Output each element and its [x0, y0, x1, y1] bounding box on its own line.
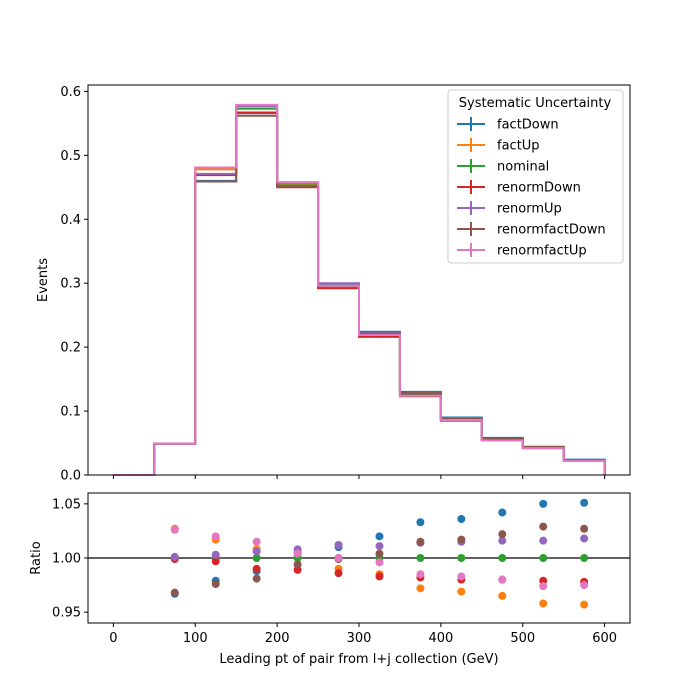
ratio-point-renormDown — [211, 557, 220, 566]
main-y-tick-label: 0.2 — [60, 341, 81, 356]
ratio-point-nominal — [580, 554, 589, 562]
legend-label: renormfactUp — [497, 244, 587, 259]
ratio-point-factUp — [416, 584, 425, 593]
x-tick-label: 500 — [510, 631, 535, 646]
legend-entry-renormUp: renormUp — [457, 201, 562, 217]
ratio-point-renormfactDown — [375, 549, 384, 558]
ratio-point-renormfactDown — [580, 524, 589, 533]
legend-entries: factDown factUp nominal renormDown renormUp r… — [457, 117, 606, 259]
ratio-point-renormUp — [539, 536, 548, 545]
ratio-point-renormUp — [211, 550, 220, 559]
main-y-tick-label: 0.6 — [60, 85, 81, 100]
x-tick-label: 100 — [183, 631, 208, 646]
ratio-point-factDown — [457, 515, 466, 523]
ratio-point-factUp — [457, 587, 466, 596]
ratio-point-renormUp — [334, 541, 343, 549]
ratio-point-renormUp — [580, 534, 589, 543]
ratio-point-renormUp — [498, 536, 507, 545]
ratio-point-nominal — [252, 554, 261, 562]
ratio-point-nominal — [457, 554, 466, 562]
ratio-point-renormfactDown — [498, 530, 507, 539]
ratio-point-nominal — [416, 554, 425, 562]
ratio-point-renormfactUp — [375, 558, 384, 567]
ratio-point-renormfactUp — [416, 570, 425, 579]
x-tick-label: 0 — [109, 631, 117, 646]
ratio-point-renormfactDown — [252, 574, 261, 583]
legend-title: Systematic Uncertainty — [459, 96, 612, 111]
ratio-point-nominal — [539, 554, 548, 562]
legend-label: renormUp — [497, 202, 562, 217]
ratio-point-renormfactDown — [457, 535, 466, 544]
main-y-tick-label: 0.5 — [60, 149, 81, 164]
main-y-axis-label: Events — [36, 258, 51, 302]
main-y-tick-label: 0.1 — [60, 405, 81, 420]
ratio-y-axis-label: Ratio — [29, 541, 44, 574]
ratio-panel: 0.95 1.00 1.05 0 100 200 300 400 500 600 Ratio L… — [29, 492, 631, 667]
main-panel: 0.0 0.1 0.2 0.3 0.4 0.5 0.6 Events Systematic … — [36, 84, 631, 484]
ratio-point-factUp — [580, 600, 589, 609]
x-tick-label: 300 — [347, 631, 372, 646]
legend-entry-renormfactUp: renormfactUp — [457, 243, 587, 259]
ratio-point-renormfactDown — [293, 560, 302, 569]
ratio-point-renormUp — [252, 547, 261, 556]
legend-entry-factDown: factDown — [457, 117, 559, 133]
ratio-point-factDown — [580, 498, 589, 507]
ratio-point-renormfactDown — [211, 580, 220, 588]
ratio-point-factUp — [498, 591, 507, 600]
legend-entry-renormDown: renormDown — [457, 180, 581, 196]
ratio-y-tick-label: 1.05 — [52, 497, 81, 512]
ratio-point-factDown — [539, 499, 548, 508]
ratio-y-tick-label: 0.95 — [52, 606, 81, 621]
x-axis-label: Leading pt of pair from l+j collection (… — [219, 652, 498, 667]
main-y-tick-label: 0.3 — [60, 277, 81, 292]
ratio-point-renormfactDown — [170, 588, 179, 597]
ratio-point-renormDown — [334, 569, 343, 578]
ratio-point-renormfactUp — [252, 537, 261, 546]
legend-frame — [447, 89, 624, 264]
main-marks — [113, 103, 606, 476]
x-tick-label: 200 — [265, 631, 290, 646]
ratio-point-renormfactUp — [211, 532, 220, 541]
ratio-point-factDown — [375, 532, 384, 541]
legend-entry-factUp: factUp — [457, 138, 540, 154]
series-line-renormfactUp — [113, 103, 606, 476]
ratio-yticks: 0.95 1.00 1.05 — [52, 497, 88, 621]
x-tick-label: 400 — [428, 631, 453, 646]
ratio-point-renormfactUp — [293, 549, 302, 558]
ratio-point-renormDown — [252, 564, 261, 573]
ratio-point-renormfactDown — [416, 537, 425, 546]
ratio-point-renormfactUp — [539, 582, 548, 591]
legend-entry-renormfactDown: renormfactDown — [457, 222, 606, 238]
ratio-y-tick-label: 1.00 — [52, 552, 81, 567]
legend: Systematic Uncertainty factDown factUp nom… — [447, 89, 624, 264]
main-xticks — [112, 475, 606, 479]
ratio-point-renormfactUp — [170, 525, 179, 534]
legend-label: renormfactDown — [497, 223, 606, 238]
ratio-marks — [170, 498, 589, 609]
ratio-point-factUp — [539, 599, 548, 608]
main-yticks: 0.0 0.1 0.2 0.3 0.4 0.5 0.6 — [60, 85, 88, 484]
ratio-point-renormfactUp — [498, 575, 507, 584]
ratio-point-renormfactUp — [457, 572, 466, 581]
ratio-point-renormfactUp — [334, 554, 343, 562]
ratio-point-renormfactUp — [580, 581, 589, 590]
ratio-point-factDown — [416, 518, 425, 527]
legend-label: nominal — [497, 160, 549, 175]
main-y-tick-label: 0.4 — [60, 213, 81, 228]
legend-label: renormDown — [497, 181, 581, 196]
ratio-xticks: 0 100 200 300 400 500 600 — [109, 623, 617, 646]
ratio-point-renormfactDown — [539, 522, 548, 531]
legend-label: factDown — [497, 118, 559, 133]
ratio-point-renormUp — [375, 542, 384, 551]
x-tick-label: 600 — [592, 631, 617, 646]
main-y-tick-label: 0.0 — [60, 469, 81, 484]
ratio-point-factDown — [498, 508, 507, 517]
ratio-point-renormUp — [170, 552, 179, 561]
legend-label: factUp — [497, 139, 540, 154]
ratio-point-renormDown — [375, 572, 384, 581]
legend-entry-nominal: nominal — [457, 159, 549, 175]
ratio-point-nominal — [498, 554, 507, 562]
